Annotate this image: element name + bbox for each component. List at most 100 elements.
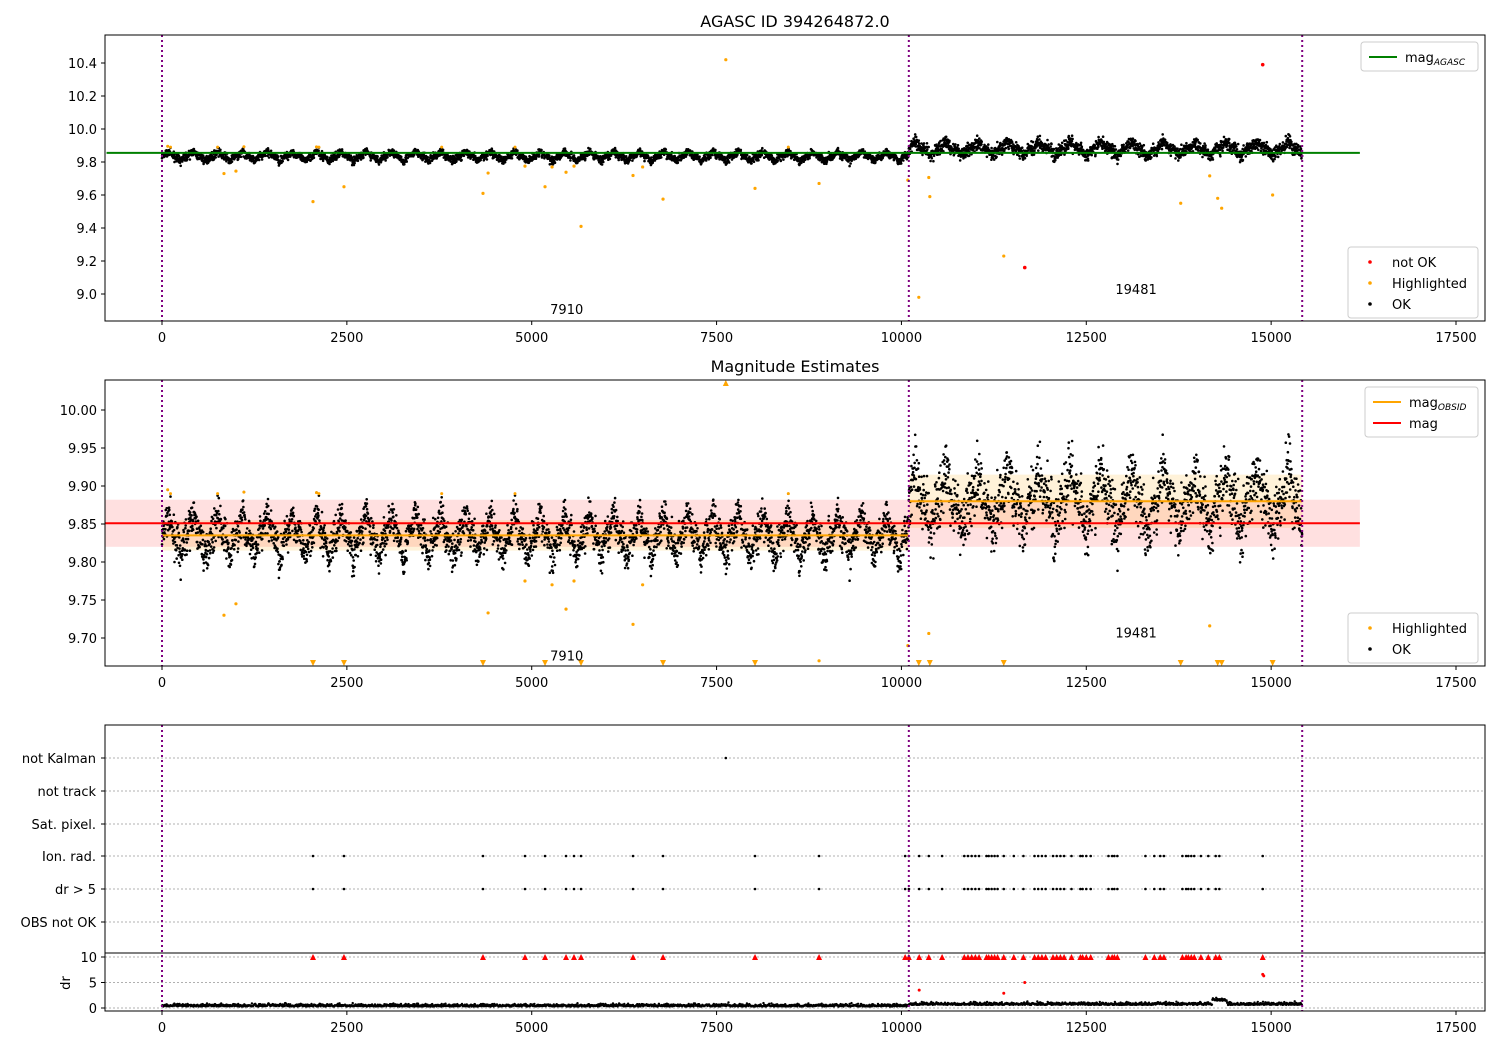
p1-bottom-legend-label: OK [1392, 298, 1411, 313]
p1-bottom-legend-marker [1368, 281, 1372, 285]
ok-point [1169, 154, 1173, 157]
ok-point [1076, 145, 1079, 149]
ok-point [490, 147, 494, 150]
highlighted-point [786, 145, 790, 149]
p1-xtick-label: 12500 [1066, 331, 1107, 346]
ok-point [1093, 144, 1097, 147]
ok-point [169, 495, 172, 498]
ok-point [1285, 145, 1289, 149]
ok-point [485, 158, 489, 161]
ok-point [335, 158, 338, 161]
ok-point [257, 158, 261, 162]
ok-point [650, 156, 653, 159]
ok-point [356, 159, 360, 163]
highlighted-point [1271, 193, 1275, 197]
ok-point [1119, 154, 1123, 158]
p1-xtick-label: 15000 [1250, 331, 1291, 346]
ok-point [776, 159, 779, 163]
ok-point [173, 160, 176, 164]
highlighted-point [543, 185, 547, 189]
ok-point [739, 148, 743, 152]
ok-point [1080, 145, 1084, 148]
ok-point [350, 156, 354, 159]
ok-point [848, 164, 851, 168]
ok-point [176, 525, 179, 529]
p1-ytick-label: 9.8 [76, 156, 97, 171]
highlighted-point [1216, 196, 1220, 200]
ok-point [609, 154, 613, 157]
ok-point [1067, 147, 1070, 150]
ok-point [354, 159, 358, 162]
ok-point [698, 155, 701, 158]
highlighted-point [641, 165, 645, 169]
ok-point [1038, 138, 1041, 141]
ok-point [426, 155, 430, 159]
ok-point [1038, 134, 1042, 138]
highlighted-point [1002, 254, 1006, 258]
panel1-title: AGASC ID 394264872.0 [700, 12, 889, 31]
ok-point [825, 160, 829, 164]
ok-point [987, 143, 990, 146]
ok-point [1235, 148, 1239, 151]
ok-point [613, 146, 617, 150]
highlighted-point [317, 145, 321, 149]
ok-point [908, 147, 912, 151]
ok-point [980, 143, 983, 146]
highlighted-point [1220, 206, 1224, 210]
ok-point [1185, 141, 1188, 145]
ok-point [1227, 137, 1231, 141]
ok-point [1050, 142, 1053, 146]
ok-point [172, 513, 176, 516]
p1-xtick-label: 5000 [515, 331, 548, 346]
ok-point [276, 155, 280, 158]
ok-point [1116, 158, 1120, 161]
not-ok-point [1260, 62, 1265, 67]
p1-xtick-label: 17500 [1435, 331, 1476, 346]
ok-point [1201, 155, 1204, 159]
ok-point [1221, 149, 1224, 153]
ok-point [250, 159, 253, 163]
ok-point [1097, 145, 1100, 148]
ok-point [1031, 140, 1035, 144]
highlighted-point [166, 144, 170, 148]
ok-point [990, 146, 993, 150]
ok-point [376, 155, 379, 158]
ok-point [752, 160, 756, 164]
p1-bottom-legend-marker [1368, 302, 1372, 306]
ok-point [201, 154, 205, 157]
p1-ytick-label: 9.4 [76, 222, 97, 237]
ok-point [996, 140, 999, 144]
ok-point [1113, 144, 1117, 148]
ok-point [239, 155, 243, 159]
ok-point [1150, 156, 1153, 159]
ok-point [185, 158, 189, 161]
ok-point [441, 148, 445, 152]
obsid-label: 7910 [550, 303, 583, 318]
highlighted-point [928, 195, 932, 199]
ok-point [985, 155, 989, 159]
ok-point [929, 159, 932, 163]
ok-point [967, 154, 971, 158]
ok-point [353, 161, 356, 165]
ok-point [1281, 141, 1285, 144]
ok-point [173, 560, 176, 564]
ok-point [178, 536, 181, 539]
ok-point [1014, 141, 1018, 144]
highlighted-point [216, 145, 220, 149]
ok-point [1290, 140, 1293, 144]
ok-point [267, 156, 271, 159]
ok-point [1131, 137, 1135, 140]
highlighted-point [579, 224, 583, 228]
ok-point [369, 159, 373, 162]
ok-point [1070, 139, 1074, 143]
ok-point [1219, 155, 1222, 158]
ok-point [913, 133, 917, 136]
obsid-label: 19481 [1115, 283, 1156, 298]
ok-point [1018, 154, 1021, 158]
highlighted-point [1208, 174, 1212, 178]
ok-point [1101, 147, 1104, 150]
p1-ytick-label: 10.0 [68, 123, 97, 138]
ok-point [405, 160, 409, 163]
p1-bottom-legend-label: Highlighted [1392, 277, 1467, 292]
